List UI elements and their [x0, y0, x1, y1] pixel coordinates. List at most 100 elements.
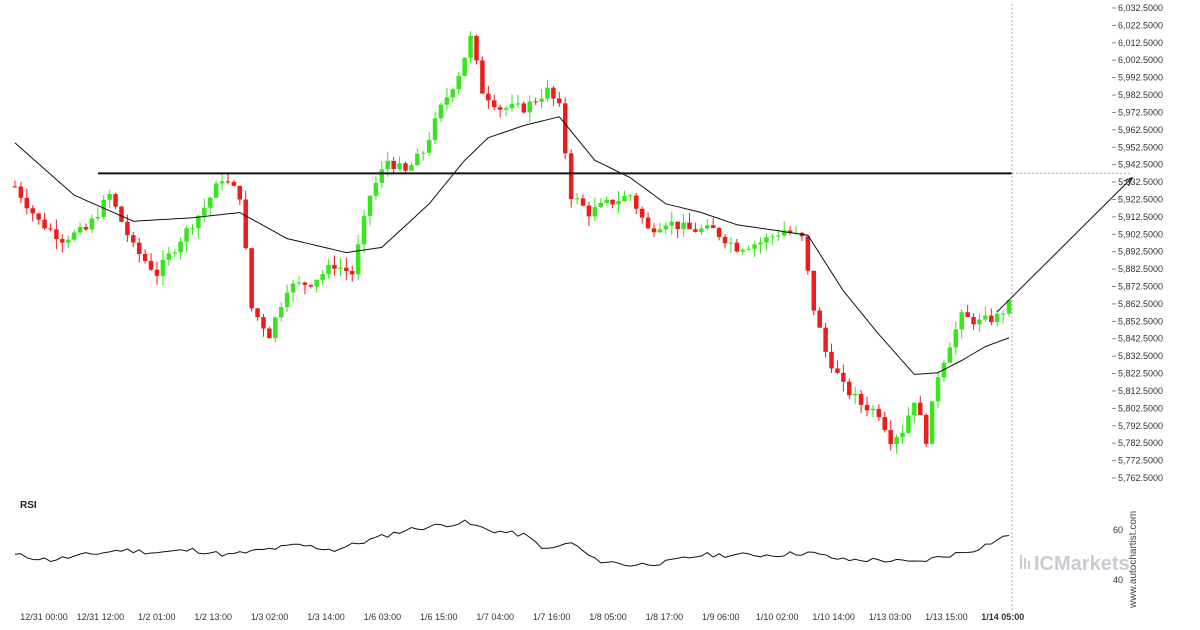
candle-body [598, 202, 604, 207]
rsi-line [14, 519, 1010, 567]
candle-body [107, 194, 112, 200]
candle-body [580, 198, 586, 206]
rsi-tick-label: 40 [1113, 575, 1123, 585]
candle-body [959, 312, 964, 330]
candle-body [722, 236, 728, 244]
candle-body [255, 308, 260, 318]
price-tick-label: 5,812.5000 [1118, 386, 1163, 396]
candle-body [515, 103, 521, 105]
candle-body [119, 206, 124, 222]
time-tick-label: 12/31 12:00 [77, 612, 125, 622]
time-tick-label: 1/14 05:00 [981, 612, 1024, 622]
candle-body [651, 228, 657, 233]
price-tick-label: 6,022.5000 [1118, 20, 1163, 30]
candle-body [906, 415, 911, 433]
candle-body [273, 317, 278, 339]
candle-body [480, 60, 485, 94]
candle-body [965, 312, 970, 317]
candle-body [610, 199, 615, 205]
price-tick-label: 5,862.5000 [1118, 299, 1163, 309]
candle-body [261, 317, 266, 329]
candle-body [160, 259, 166, 276]
candle-body [977, 319, 982, 325]
candle-body [533, 101, 538, 103]
candle-body [77, 227, 83, 233]
candle-body [18, 186, 24, 198]
time-tick-label: 1/2 01:00 [138, 612, 176, 622]
candle-body [338, 267, 343, 269]
candle-body [426, 139, 432, 153]
candle-body [563, 103, 568, 154]
candle-body [900, 432, 905, 438]
candle-body [355, 244, 361, 275]
candle-body [770, 236, 775, 238]
candle-body [326, 264, 331, 275]
candle-body [462, 57, 467, 76]
price-tick-label: 5,962.5000 [1118, 125, 1163, 135]
candle-body [190, 228, 195, 230]
candle-body [947, 347, 953, 363]
time-tick-label: 1/13 03:00 [869, 612, 912, 622]
candle-body [811, 270, 817, 311]
price-axis: 6,032.5000 6,022.5000 6,012.5000 6,002.5000… [1112, 3, 1163, 483]
candle-body [639, 208, 645, 218]
candle-body [953, 329, 959, 348]
candle-body [728, 242, 734, 244]
candle-body [764, 237, 769, 243]
candle-body [616, 201, 621, 205]
candle-body [444, 97, 450, 105]
candle-body [705, 225, 710, 229]
candle-body [409, 165, 414, 171]
price-tick-label: 5,792.5000 [1118, 421, 1163, 431]
price-tick-label: 6,032.5000 [1118, 3, 1163, 13]
candle-body [284, 292, 290, 308]
price-tick-label: 5,842.5000 [1118, 334, 1163, 344]
levels-layer [98, 4, 1133, 610]
candle-body [983, 315, 988, 320]
candle-body [699, 228, 704, 232]
time-tick-label: 1/13 15:00 [925, 612, 968, 622]
candle-body [545, 87, 550, 99]
candle-body [835, 368, 840, 373]
candle-body [296, 282, 302, 284]
candle-body [456, 75, 461, 90]
candle-body [486, 93, 491, 101]
candle-body [202, 207, 207, 216]
candle-body [219, 181, 225, 184]
price-tick-label: 5,802.5000 [1118, 403, 1163, 413]
candle-body [657, 229, 663, 233]
candle-body [568, 153, 574, 200]
candle-body [894, 437, 899, 445]
time-tick-label: 1/10 14:00 [812, 612, 855, 622]
candle-body [497, 107, 503, 110]
candle-body [687, 222, 692, 230]
price-tick-label: 6,002.5000 [1118, 55, 1163, 65]
candle-body [752, 244, 757, 249]
candle-body [989, 315, 994, 323]
candle-body [302, 282, 308, 285]
candle-body [391, 160, 396, 170]
candle-body [622, 196, 627, 202]
candle-body [734, 242, 740, 252]
candle-body [349, 270, 355, 275]
candle-body [415, 153, 420, 166]
candle-body [320, 274, 325, 280]
candle-body [373, 182, 379, 196]
price-tick-label: 5,932.5000 [1118, 177, 1163, 187]
candle-body [142, 253, 148, 261]
candle-body [604, 199, 609, 203]
projection-arrow-line [996, 177, 1133, 313]
candle-body [166, 253, 172, 260]
time-tick-label: 1/9 06:00 [702, 612, 740, 622]
candle-body [876, 408, 882, 417]
candle-body [870, 408, 876, 411]
time-tick-label: 1/7 16:00 [533, 612, 571, 622]
candle-body [474, 35, 479, 61]
candle-body [83, 227, 89, 230]
price-tick-label: 5,952.5000 [1118, 142, 1163, 152]
candle-body [308, 284, 314, 287]
candle-body [196, 215, 201, 229]
price-tick-label: 5,972.5000 [1118, 107, 1163, 117]
time-tick-label: 1/6 03:00 [364, 612, 402, 622]
candle-body [557, 98, 562, 104]
